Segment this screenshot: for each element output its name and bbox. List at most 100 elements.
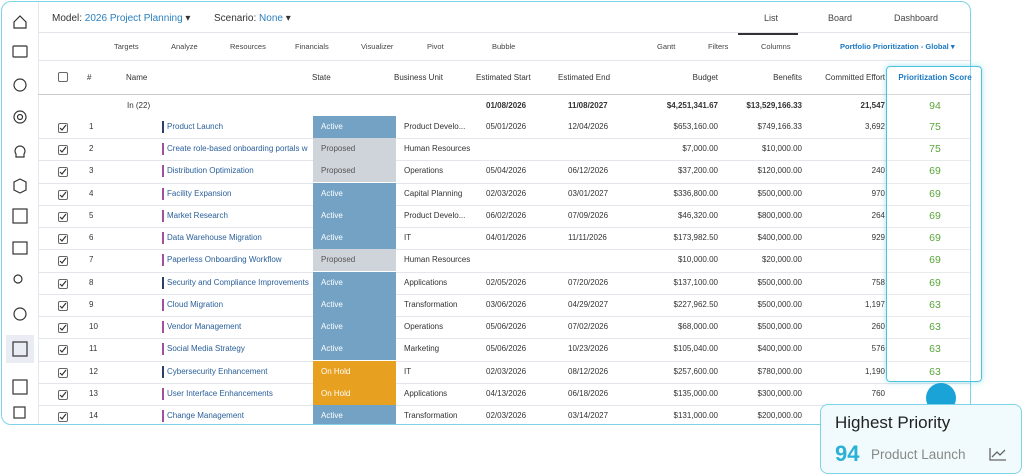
column-header[interactable]: #	[87, 73, 92, 82]
group-label[interactable]: In (22)	[127, 101, 151, 110]
column-header[interactable]: Name	[126, 73, 148, 82]
expand-icon[interactable]	[13, 406, 26, 419]
row-number: 2	[89, 144, 94, 154]
score-cell: 63	[929, 321, 941, 334]
project-name[interactable]: Social Media Strategy	[167, 344, 245, 354]
bulb-icon[interactable]	[14, 145, 26, 158]
project-name[interactable]: Facility Expansion	[167, 188, 232, 198]
start-cell: 02/05/2026	[486, 277, 527, 287]
scenario-selector[interactable]: Scenario: None ▾	[214, 13, 291, 24]
state-cell: Active	[313, 316, 396, 339]
start-cell: 02/03/2026	[486, 410, 527, 420]
budget-cell: $653,160.00	[673, 122, 719, 131]
score-cell: 75	[929, 143, 941, 156]
select-all-checkbox[interactable]	[58, 72, 68, 82]
toolbar-button[interactable]: Pivot	[427, 42, 444, 51]
end-cell: 07/20/2026	[568, 277, 609, 287]
row-checkbox[interactable]	[58, 189, 68, 200]
row-checkbox[interactable]	[58, 256, 68, 267]
row-checkbox[interactable]	[58, 389, 68, 400]
callout-title: Highest Priority	[835, 413, 951, 432]
layout-icon[interactable]	[12, 379, 28, 395]
column-header[interactable]: Prioritization Score	[898, 73, 972, 82]
row-checkbox[interactable]	[58, 300, 68, 311]
toolbar-button[interactable]: Targets	[114, 42, 139, 51]
project-name[interactable]: User Interface Enhancements	[167, 388, 273, 398]
project-name[interactable]: Create role-based onboarding portals w	[167, 144, 308, 154]
globe-icon[interactable]	[13, 307, 27, 321]
row-checkbox[interactable]	[58, 234, 68, 245]
project-name[interactable]: Cybersecurity Enhancement	[167, 366, 268, 376]
unit-cell: Marketing	[404, 344, 440, 354]
tab[interactable]: List	[764, 13, 779, 23]
chart-icon[interactable]	[12, 241, 28, 255]
portfolio-icon[interactable]	[12, 341, 28, 357]
project-name[interactable]: Vendor Management	[167, 322, 242, 332]
briefcase-icon[interactable]	[12, 45, 28, 58]
row-checkbox[interactable]	[58, 278, 68, 289]
row-checkbox[interactable]	[58, 123, 68, 133]
name-tag	[162, 298, 164, 311]
row-checkbox[interactable]	[58, 345, 68, 356]
project-name[interactable]: Change Management	[167, 410, 244, 420]
toolbar-button[interactable]: Columns	[761, 42, 791, 51]
toolbar-button[interactable]: Filters	[708, 42, 729, 51]
row-number: 13	[89, 388, 98, 398]
row-checkbox[interactable]	[58, 145, 68, 156]
effort-cell: 929	[871, 233, 885, 243]
row-checkbox[interactable]	[58, 411, 68, 422]
view-selector[interactable]: Portfolio Prioritization - Global ▾	[840, 42, 955, 51]
column-header[interactable]: State	[312, 73, 331, 82]
project-name[interactable]: Market Research	[167, 210, 228, 220]
column-header[interactable]: Business Unit	[394, 73, 443, 82]
budget-cell: $257,600.00	[673, 366, 719, 376]
tab[interactable]: Dashboard	[894, 13, 939, 23]
toolbar-button[interactable]: Analyze	[171, 42, 198, 51]
end-cell: 10/23/2026	[568, 344, 609, 354]
effort-cell: 576	[871, 344, 885, 354]
toolbar-button[interactable]: Resources	[230, 42, 266, 51]
column-header[interactable]: Estimated Start	[476, 73, 531, 82]
project-name[interactable]: Data Warehouse Migration	[167, 233, 262, 243]
row-divider	[38, 293, 970, 295]
column-header[interactable]: Committed Effort	[825, 73, 885, 82]
project-name[interactable]: Distribution Optimization	[167, 166, 254, 176]
row-checkbox[interactable]	[58, 167, 68, 178]
budget-cell: $46,320.00	[677, 210, 718, 220]
group-total: 01/08/2026	[486, 101, 527, 110]
effort-cell: 1,190	[864, 366, 885, 376]
project-name[interactable]: Cloud Migration	[167, 299, 224, 309]
row-number: 9	[89, 299, 94, 309]
tab[interactable]: Board	[828, 13, 853, 23]
row-checkbox[interactable]	[58, 211, 68, 222]
column-header[interactable]: Estimated End	[558, 73, 611, 82]
project-name[interactable]: Product Launch	[167, 122, 224, 131]
divider	[38, 60, 970, 61]
budget-cell: $105,040.00	[673, 344, 719, 354]
target-icon[interactable]	[13, 78, 27, 92]
state-cell: Proposed	[313, 249, 396, 272]
toolbar-button[interactable]: Financials	[295, 42, 329, 51]
radar-icon[interactable]	[13, 110, 27, 124]
home-icon[interactable]	[13, 15, 27, 29]
end-cell: 12/04/2026	[568, 122, 609, 131]
box-icon[interactable]	[13, 178, 27, 194]
column-header[interactable]: Budget	[692, 73, 718, 82]
state-cell: Active	[313, 293, 396, 316]
people-icon[interactable]	[13, 274, 23, 284]
row-checkbox[interactable]	[58, 367, 68, 378]
column-header[interactable]: Benefits	[773, 73, 802, 82]
project-name[interactable]: Paperless Onboarding Workflow	[167, 255, 282, 265]
start-cell: 05/04/2026	[486, 166, 527, 176]
project-name[interactable]: Security and Compliance Improvements	[167, 277, 309, 287]
row-checkbox[interactable]	[58, 323, 68, 334]
toolbar-button[interactable]: Bubble	[492, 42, 516, 51]
toolbar-button[interactable]: Visualizer	[361, 42, 394, 51]
state-cell: Active	[313, 271, 396, 294]
grid-icon[interactable]	[12, 208, 28, 224]
toolbar-button[interactable]: Gantt	[657, 42, 676, 51]
state-cell: On Hold	[313, 360, 396, 383]
start-cell: 05/06/2026	[486, 322, 527, 332]
model-selector[interactable]: Model: 2026 Project Planning ▾	[52, 13, 191, 24]
row-number: 8	[89, 277, 94, 287]
